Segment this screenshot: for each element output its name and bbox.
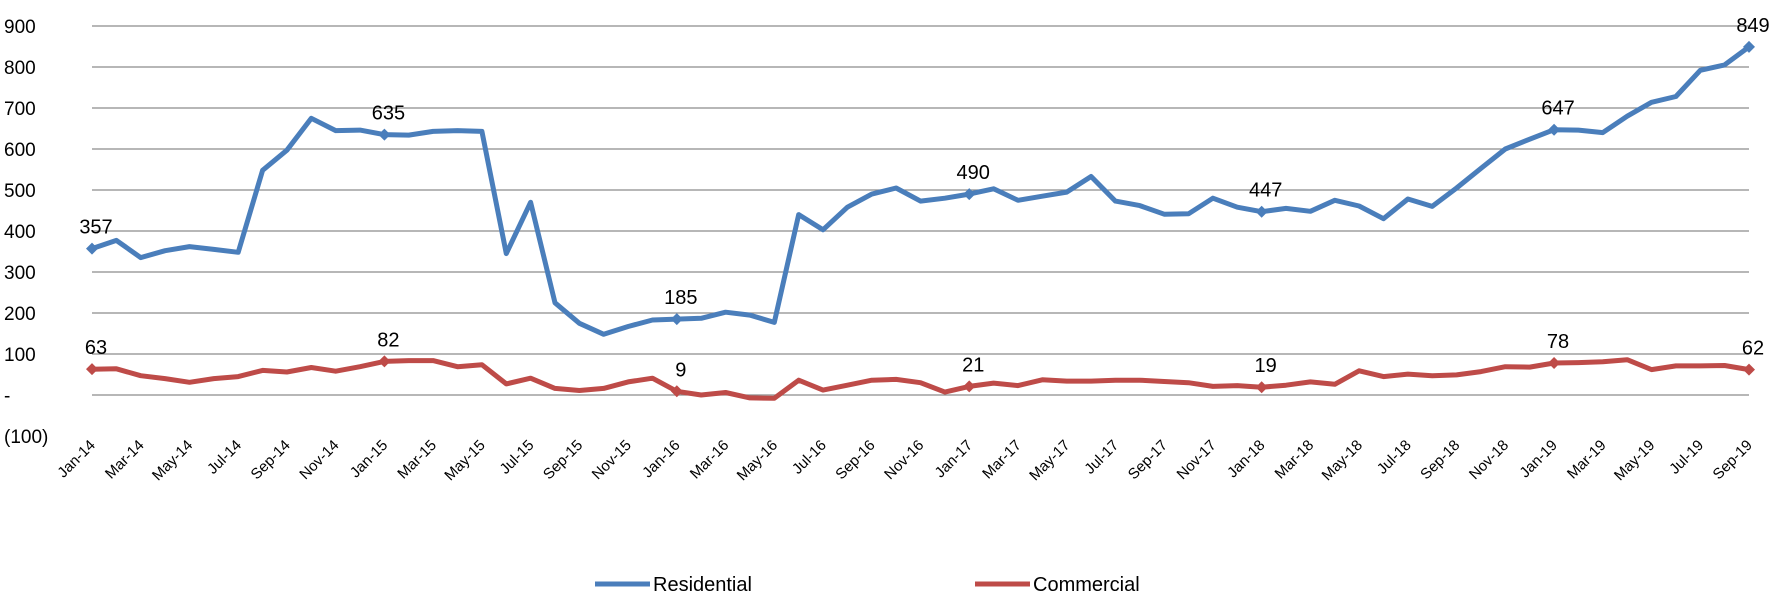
y-tick-label: 600 bbox=[4, 140, 36, 161]
x-tick-label: Jan-19 bbox=[1516, 437, 1560, 481]
x-tick-label: Jul-19 bbox=[1666, 437, 1707, 478]
grid-lines bbox=[92, 25, 1749, 396]
data-point-marker bbox=[1548, 123, 1561, 136]
x-tick-label: Jul-14 bbox=[204, 437, 245, 478]
data-label: 647 bbox=[1541, 98, 1574, 120]
data-label: 357 bbox=[79, 217, 112, 239]
data-label: 62 bbox=[1742, 338, 1764, 360]
x-tick-label: May-18 bbox=[1319, 437, 1366, 484]
x-tick-label: Jul-18 bbox=[1374, 437, 1415, 478]
x-tick-label: Nov-14 bbox=[296, 437, 342, 483]
x-tick-label: May-17 bbox=[1026, 437, 1073, 484]
data-label: 78 bbox=[1547, 331, 1569, 353]
data-label: 849 bbox=[1736, 15, 1769, 37]
series-line-commercial bbox=[89, 357, 1752, 401]
series-markers bbox=[86, 40, 1755, 398]
x-tick-label: Mar-19 bbox=[1564, 437, 1610, 483]
x-tick-label: Jul-16 bbox=[789, 437, 830, 478]
y-tick-label: 900 bbox=[4, 17, 36, 38]
x-tick-label: Mar-17 bbox=[979, 437, 1025, 483]
y-tick-label: 300 bbox=[4, 263, 36, 284]
x-tick-label: May-15 bbox=[441, 437, 488, 484]
y-tick-label: 400 bbox=[4, 222, 36, 243]
legend: Residential Commercial bbox=[595, 574, 1140, 596]
y-axis-tick-labels: 900 800 700 600 500 400 300 200 100 - (100) bbox=[4, 17, 48, 448]
x-tick-label: Jan-16 bbox=[639, 437, 683, 481]
x-tick-label: Sep-15 bbox=[540, 437, 586, 483]
x-tick-label: Nov-16 bbox=[881, 437, 927, 483]
y-tick-label: 700 bbox=[4, 99, 36, 120]
data-point-marker bbox=[1255, 381, 1268, 394]
data-point-marker bbox=[86, 363, 98, 376]
data-point-marker bbox=[1548, 357, 1561, 370]
data-point-marker bbox=[670, 385, 683, 398]
data-point-marker bbox=[963, 380, 976, 393]
y-tick-label: (100) bbox=[4, 427, 48, 448]
data-label: 9 bbox=[675, 359, 686, 381]
data-label: 21 bbox=[962, 354, 984, 376]
x-tick-label: Sep-16 bbox=[832, 437, 878, 483]
data-point-marker bbox=[670, 313, 683, 326]
x-tick-label: Jan-14 bbox=[54, 437, 98, 481]
x-tick-label: Sep-18 bbox=[1417, 437, 1463, 483]
data-point-marker bbox=[86, 242, 98, 255]
y-tick-label: 500 bbox=[4, 181, 36, 202]
x-tick-label: Mar-15 bbox=[394, 437, 440, 483]
y-tick-label: 200 bbox=[4, 304, 36, 325]
series-lines bbox=[89, 44, 1752, 401]
x-tick-label: Jan-15 bbox=[347, 437, 391, 481]
legend-label-commercial: Commercial bbox=[1033, 574, 1140, 596]
x-tick-label: Jul-15 bbox=[497, 437, 538, 478]
x-tick-label: Sep-14 bbox=[248, 437, 294, 483]
y-tick-label: 800 bbox=[4, 58, 36, 79]
series-line-residential bbox=[89, 44, 1752, 337]
data-label: 63 bbox=[85, 337, 107, 359]
data-point-marker bbox=[1743, 40, 1755, 53]
legend-label-residential: Residential bbox=[653, 574, 752, 596]
data-label: 82 bbox=[377, 329, 399, 351]
x-tick-label: Sep-19 bbox=[1710, 437, 1756, 483]
data-label: 635 bbox=[372, 103, 405, 125]
x-axis-tick-labels: Jan-14 Mar-14 May-14 Jul-14 Sep-14 Nov-14 Jan-… bbox=[54, 437, 1755, 484]
data-point-marker bbox=[378, 355, 391, 368]
y-tick-label: - bbox=[4, 386, 10, 407]
data-point-marker bbox=[378, 128, 391, 141]
x-tick-label: May-19 bbox=[1611, 437, 1658, 484]
data-label: 490 bbox=[957, 162, 990, 184]
x-tick-label: Mar-14 bbox=[102, 437, 148, 483]
x-tick-label: Nov-17 bbox=[1174, 437, 1220, 483]
data-point-marker bbox=[1255, 205, 1268, 218]
x-tick-label: Jan-17 bbox=[932, 437, 976, 481]
x-tick-label: Mar-16 bbox=[687, 437, 733, 483]
data-point-marker bbox=[963, 188, 976, 201]
data-label: 447 bbox=[1249, 180, 1282, 202]
x-tick-label: Nov-18 bbox=[1466, 437, 1512, 483]
data-label: 185 bbox=[664, 287, 697, 309]
data-labels: 357 635 185 490 447 647 849 63 82 9 21 19 78 62 bbox=[79, 15, 1769, 381]
y-tick-label: 100 bbox=[4, 345, 36, 366]
x-tick-label: Mar-18 bbox=[1272, 437, 1318, 483]
x-tick-label: Nov-15 bbox=[589, 437, 635, 483]
x-tick-label: May-16 bbox=[734, 437, 781, 484]
x-tick-label: May-14 bbox=[149, 437, 196, 484]
data-label: 19 bbox=[1255, 355, 1277, 377]
x-tick-label: Sep-17 bbox=[1125, 437, 1171, 483]
data-point-marker bbox=[1743, 363, 1755, 376]
x-tick-label: Jul-17 bbox=[1081, 437, 1122, 478]
x-tick-label: Jan-18 bbox=[1224, 437, 1268, 481]
